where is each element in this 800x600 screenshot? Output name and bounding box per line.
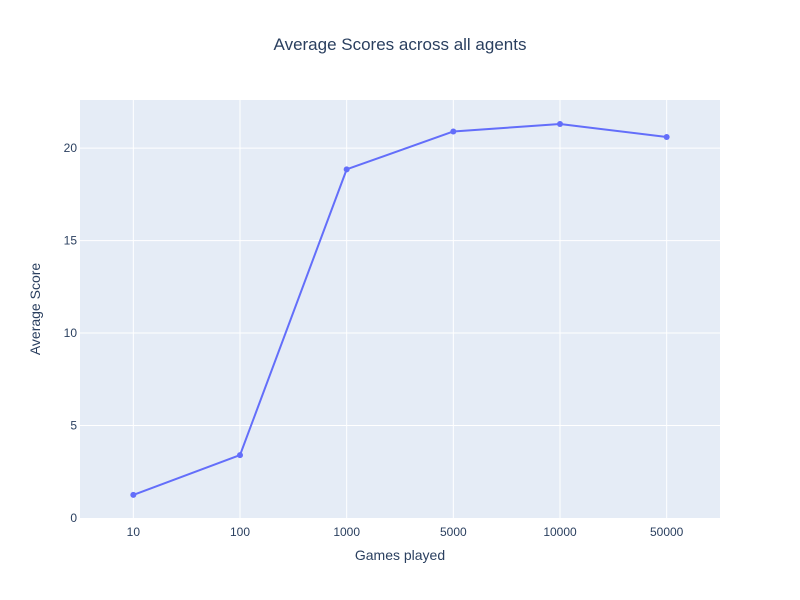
- data-point[interactable]: [450, 128, 457, 135]
- data-point[interactable]: [237, 452, 243, 459]
- x-tick-label: 100: [230, 525, 250, 539]
- series-layer: [130, 121, 670, 498]
- x-axis-title: Games played: [355, 547, 445, 563]
- x-tick-label: 10: [127, 525, 141, 539]
- y-tick-label: 15: [64, 234, 78, 248]
- x-tick-label: 10000: [543, 525, 577, 539]
- data-point[interactable]: [557, 121, 563, 128]
- y-gridlines: [80, 147, 720, 427]
- x-tick-label: 5000: [440, 525, 467, 539]
- y-axis-title: Average Score: [27, 263, 43, 356]
- y-tick-label: 5: [70, 419, 77, 433]
- y-tick-label: 10: [64, 326, 78, 340]
- x-tick-label: 1000: [333, 525, 360, 539]
- series-line: [132, 123, 667, 496]
- chart-title: Average Scores across all agents: [274, 35, 527, 54]
- data-point[interactable]: [663, 133, 670, 140]
- y-tick-label: 0: [70, 511, 77, 525]
- x-tick-label: 50000: [650, 525, 684, 539]
- y-tick-label: 20: [64, 141, 78, 155]
- plot-area: [80, 100, 720, 518]
- data-point[interactable]: [130, 491, 137, 498]
- data-point[interactable]: [343, 166, 350, 173]
- x-gridlines: [132, 100, 668, 518]
- plot-background: [80, 100, 720, 518]
- y-axis-ticks: 0 5 10 15 20: [64, 141, 78, 525]
- x-axis-ticks: 10 100 1000 5000 10000 50000: [127, 525, 684, 539]
